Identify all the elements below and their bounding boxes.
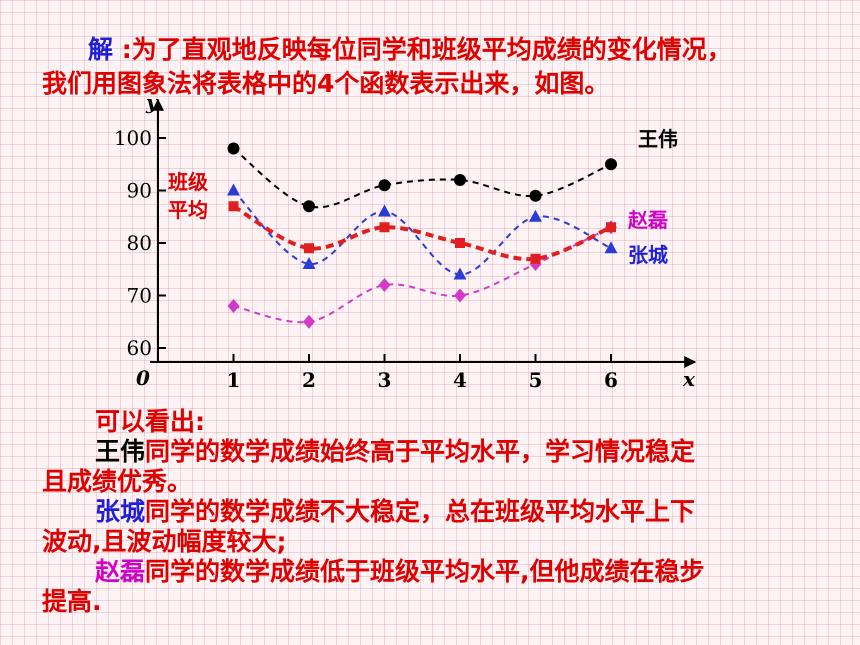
point-1-1 [227, 183, 240, 196]
origin-label: 0 [136, 366, 150, 390]
point-2-2 [303, 314, 315, 329]
p2-name: 张城 [95, 497, 146, 526]
point-0-6 [605, 158, 617, 171]
point-0-2 [303, 200, 315, 213]
x-tick-label-4: 4 [453, 368, 467, 392]
series-line-0 [232, 147, 612, 209]
y-tick-label-60: 60 [127, 336, 152, 360]
point-1-6 [604, 241, 618, 254]
x-axis-label: x [682, 367, 696, 391]
point-3-6 [606, 222, 616, 233]
intro-line-2: 我们用图象法将表格中的4个函数表示出来，如图。 [42, 69, 610, 98]
intro-lead: 解 [88, 35, 114, 64]
point-2-1 [227, 299, 240, 313]
x-tick-label-6: 6 [604, 368, 618, 392]
p3-text: 同学的数学成绩低于班级平均水平,但他成绩在稳步 [145, 557, 705, 586]
legend-wangwei: 王伟 [638, 127, 678, 151]
x-tick-label-1: 1 [227, 368, 241, 392]
series-line-2 [233, 226, 612, 324]
point-1-2 [302, 257, 316, 269]
point-0-3 [378, 179, 391, 192]
point-3-1 [228, 201, 239, 212]
x-tick-label-2: 2 [302, 368, 316, 392]
point-3-4 [455, 238, 465, 248]
x-tick-label-5: 5 [529, 368, 543, 392]
series-line-1 [232, 189, 612, 276]
conclusion-heading: 可以看出: [95, 407, 205, 436]
x-tick-label-3: 3 [378, 368, 392, 392]
y-tick-label-70: 70 [127, 284, 152, 308]
intro-line-1: 解 :为了直观地反映每位同学和班级平均成绩的变化情况， [88, 30, 732, 66]
y-axis-label: y [145, 90, 159, 114]
legend-zhaolei: 赵磊 [627, 208, 668, 232]
p3-name: 赵磊 [95, 557, 146, 586]
point-1-3 [378, 204, 391, 217]
point-2-3 [378, 278, 391, 292]
conclusion-p3: 赵磊同学的数学成绩低于班级平均水平,但他成绩在稳步 [95, 552, 705, 588]
p2-text: 同学的数学成绩不大稳定，总在班级平均水平上下 [145, 497, 696, 526]
p1-text: 同学的数学成绩始终高于平均水平，学习情况稳定 [145, 437, 696, 466]
conclusion-p3-cont: 提高. [42, 587, 102, 616]
intro-text-1: :为了直观地反映每位同学和班级平均成绩的变化情况， [113, 35, 732, 64]
conclusion-p1-cont: 且成绩优秀。 [42, 467, 193, 496]
point-1-5 [529, 209, 542, 222]
conclusion-p1: 王伟同学的数学成绩始终高于平均水平，学习情况稳定 [95, 432, 695, 468]
y-tick-label-100: 100 [114, 126, 152, 150]
point-3-3 [379, 222, 390, 233]
conclusion-p2: 张城同学的数学成绩不大稳定，总在班级平均水平上下 [95, 492, 695, 528]
point-0-1 [227, 142, 240, 155]
point-3-5 [530, 253, 541, 264]
legend-banji-line2: 平均 [168, 198, 208, 222]
point-0-4 [454, 174, 466, 186]
point-1-4 [453, 267, 467, 280]
line-chart: y x 0 60 70 80 90 100 1 2 3 4 5 6 王伟 班级 平均 赵磊 张城 [114, 90, 697, 392]
y-tick-label-80: 80 [127, 231, 152, 255]
p1-name: 王伟 [95, 437, 146, 466]
point-0-5 [529, 189, 542, 202]
legend-banji-line1: 班级 [168, 170, 208, 194]
point-3-2 [304, 243, 314, 254]
point-2-4 [454, 288, 466, 303]
y-tick-label-90: 90 [127, 179, 152, 203]
legend-zhangcheng: 张城 [628, 243, 668, 267]
series-line-3 [232, 204, 612, 262]
conclusion-p2-cont: 波动,且波动幅度较大; [42, 527, 287, 556]
